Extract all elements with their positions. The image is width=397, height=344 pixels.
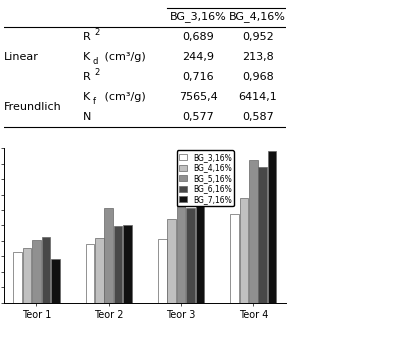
Bar <box>32 240 41 303</box>
Text: 0,587: 0,587 <box>242 112 274 122</box>
Bar <box>114 226 123 303</box>
Text: 0,968: 0,968 <box>242 72 274 82</box>
Bar <box>230 214 239 303</box>
Text: BG_4,16%: BG_4,16% <box>229 11 286 22</box>
Text: K: K <box>83 52 90 62</box>
Text: 0,716: 0,716 <box>183 72 214 82</box>
Bar <box>258 167 267 303</box>
Text: R: R <box>83 72 91 82</box>
Text: (cm³/g): (cm³/g) <box>101 52 146 62</box>
Text: 2: 2 <box>94 28 99 37</box>
Text: 0,952: 0,952 <box>242 32 274 42</box>
Text: f: f <box>93 97 96 106</box>
Bar <box>268 151 276 303</box>
Text: (cm³/g): (cm³/g) <box>101 92 146 102</box>
Text: Linear: Linear <box>4 52 39 62</box>
Text: 7565,4: 7565,4 <box>179 92 218 102</box>
Bar <box>249 161 258 303</box>
Text: Freundlich: Freundlich <box>4 102 62 112</box>
Bar <box>86 244 94 303</box>
Bar <box>177 166 185 303</box>
Text: 213,8: 213,8 <box>242 52 274 62</box>
Bar <box>51 259 60 303</box>
Text: 6414,1: 6414,1 <box>238 92 277 102</box>
Text: 2: 2 <box>94 68 99 77</box>
Bar <box>195 194 204 303</box>
Bar <box>167 219 176 303</box>
Text: K: K <box>83 92 90 102</box>
Text: d: d <box>93 57 98 66</box>
Bar <box>186 208 195 303</box>
Text: 0,577: 0,577 <box>183 112 214 122</box>
Bar <box>158 239 167 303</box>
Legend: BG_3,16%, BG_4,16%, BG_5,16%, BG_6,16%, BG_7,16%: BG_3,16%, BG_4,16%, BG_5,16%, BG_6,16%, … <box>177 150 234 206</box>
Text: 0,689: 0,689 <box>183 32 214 42</box>
Bar <box>104 208 113 303</box>
Text: N: N <box>83 112 91 122</box>
Text: R: R <box>83 32 91 42</box>
Bar <box>13 252 22 303</box>
Bar <box>42 237 50 303</box>
Bar <box>95 238 104 303</box>
Bar <box>123 225 132 303</box>
Text: 244,9: 244,9 <box>183 52 214 62</box>
Bar <box>23 248 31 303</box>
Text: BG_3,16%: BG_3,16% <box>170 11 227 22</box>
Bar <box>240 197 248 303</box>
